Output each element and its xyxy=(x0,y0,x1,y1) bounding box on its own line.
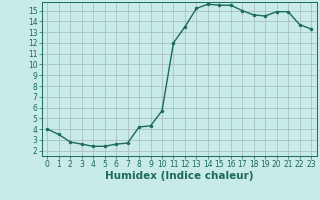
X-axis label: Humidex (Indice chaleur): Humidex (Indice chaleur) xyxy=(105,171,253,181)
